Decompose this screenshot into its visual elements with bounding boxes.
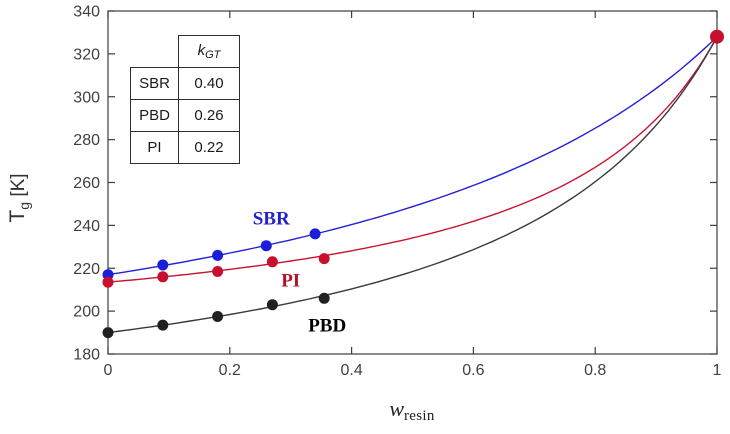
kgt-inset-table: kGT SBR 0.40 PBD 0.26 PI 0.22 bbox=[130, 35, 240, 164]
x-tick-label: 0.2 bbox=[219, 362, 241, 379]
x-tick-label: 1 bbox=[713, 362, 722, 379]
data-point-pi bbox=[212, 266, 224, 277]
y-tick-label: 260 bbox=[73, 175, 100, 192]
data-point-sbr bbox=[157, 259, 169, 271]
data-point-pi bbox=[318, 253, 330, 265]
data-point-pi bbox=[102, 276, 114, 288]
series-label-sbr: SBR bbox=[253, 208, 290, 229]
table-row: SBR 0.40 bbox=[130, 67, 240, 100]
table-cell-pi-label: PI bbox=[130, 131, 179, 164]
data-point-pbd bbox=[212, 311, 224, 322]
x-tick-label: 0.6 bbox=[462, 362, 484, 379]
x-axis-symbol: w bbox=[389, 396, 404, 421]
data-point-pbd bbox=[266, 299, 278, 311]
y-tick-label: 300 bbox=[73, 89, 100, 106]
table-blank-cell bbox=[131, 36, 179, 68]
table-cell-sbr-value: 0.40 bbox=[178, 67, 240, 100]
data-point-pi bbox=[266, 256, 278, 268]
x-tick-label: 0 bbox=[104, 362, 113, 379]
x-axis-subscript: resin bbox=[404, 408, 435, 424]
table-cell-sbr-label: SBR bbox=[130, 67, 179, 100]
data-point-sbr bbox=[309, 228, 321, 240]
resin-point-marker bbox=[710, 29, 724, 44]
series-curve-pbd bbox=[107, 36, 718, 334]
data-point-pbd bbox=[102, 327, 114, 339]
kgt-symbol: k bbox=[197, 42, 206, 59]
y-tick-label: 200 bbox=[73, 304, 100, 321]
data-point-pi bbox=[157, 271, 169, 283]
x-tick-label: 0.8 bbox=[584, 362, 606, 379]
table-header-row: kGT bbox=[131, 35, 240, 68]
y-tick-label: 320 bbox=[73, 46, 100, 63]
y-axis-unit: [K] bbox=[8, 173, 29, 202]
table-row: PBD 0.26 bbox=[130, 99, 240, 132]
y-tick-label: 180 bbox=[73, 347, 100, 364]
table-cell-pbd-value: 0.26 bbox=[178, 99, 240, 132]
series-label-pbd: PBD bbox=[308, 316, 346, 337]
data-point-pbd bbox=[157, 319, 169, 331]
data-point-sbr bbox=[260, 240, 272, 252]
y-tick-label: 240 bbox=[73, 218, 100, 235]
series-label-pi: PI bbox=[281, 271, 300, 292]
table-cell-pbd-label: PBD bbox=[130, 99, 179, 132]
y-tick-label: 220 bbox=[73, 261, 100, 278]
y-tick-label: 340 bbox=[73, 4, 100, 21]
data-point-pbd bbox=[318, 292, 330, 304]
data-point-sbr bbox=[212, 249, 224, 261]
series-curve-pi bbox=[107, 36, 718, 283]
y-axis-symbol: T bbox=[6, 209, 29, 223]
y-tick-label: 280 bbox=[73, 132, 100, 149]
x-tick-label: 0.4 bbox=[340, 362, 362, 379]
table-row: PI 0.22 bbox=[130, 131, 240, 164]
y-axis-label: Tg [K] bbox=[2, 118, 34, 278]
table-cell-pi-value: 0.22 bbox=[178, 131, 240, 164]
y-axis-subscript: g bbox=[16, 201, 32, 210]
table-header-kgt: kGT bbox=[178, 35, 240, 68]
series-curve-sbr bbox=[107, 36, 718, 276]
x-axis-label: wresin bbox=[352, 396, 472, 428]
kgt-subscript: GT bbox=[205, 49, 221, 61]
